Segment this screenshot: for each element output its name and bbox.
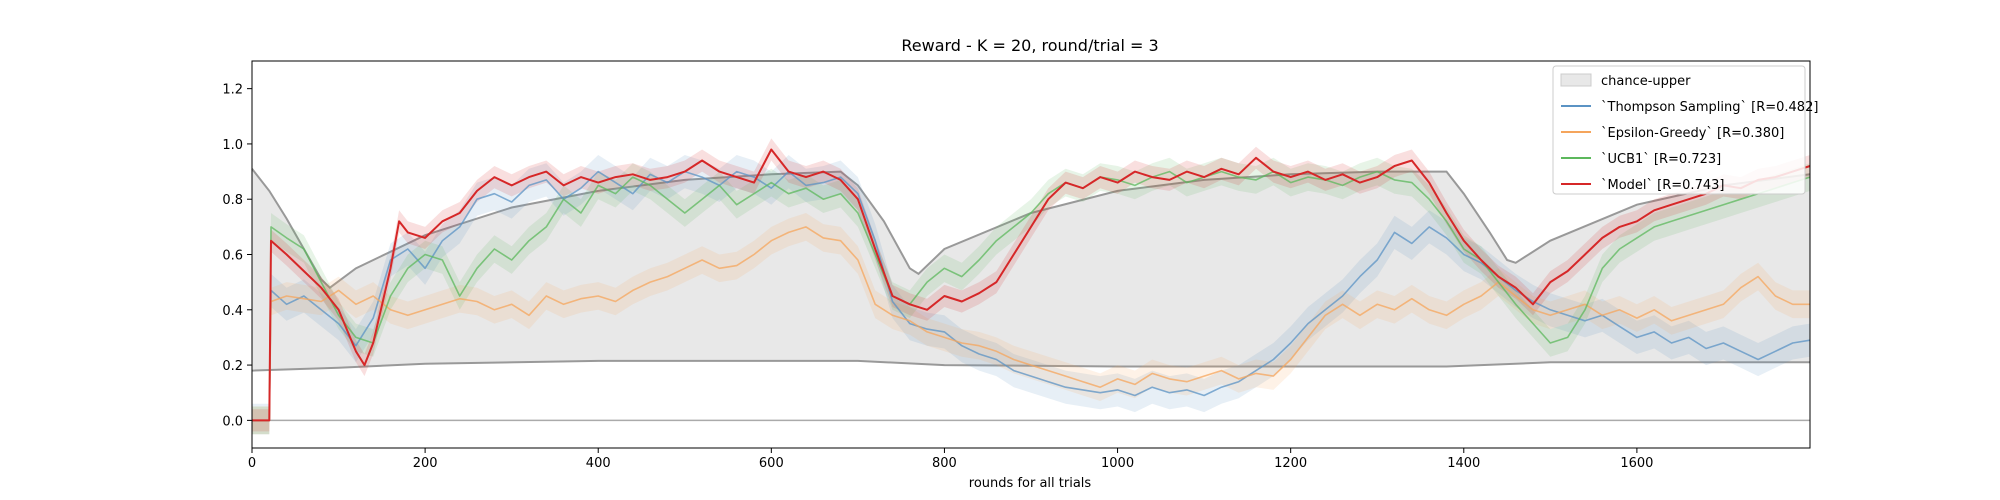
x-axis-label: rounds for all trials [969, 476, 1092, 491]
x-tick-label: 600 [759, 456, 784, 471]
series-band-3 [252, 138, 1810, 432]
y-tick-label: 0.8 [222, 193, 243, 208]
x-tick-label: 800 [932, 456, 957, 471]
legend-label-series-1: `Epsilon-Greedy` [R=0.380] [1601, 126, 1784, 141]
x-tick-label: 0 [248, 456, 256, 471]
axes: 0 200 400 600 800 1000 1200 1400 1600 0.0 0.2 0.4 0.… [222, 60, 1811, 471]
x-tick-label: 1000 [1101, 456, 1134, 471]
x-tick-label: 200 [413, 456, 438, 471]
legend-label-series-2: `UCB1` [R=0.723] [1601, 152, 1721, 167]
series-line-2 [252, 170, 1811, 422]
y-tick-label: 0.2 [222, 359, 243, 374]
x-tick-label: 400 [586, 456, 611, 471]
chance-upper-band [252, 168, 1810, 371]
x-tick-label: 1200 [1274, 456, 1307, 471]
plot-area [251, 138, 1811, 435]
legend-label-series-0: `Thompson Sampling` [R=0.482] [1601, 100, 1818, 115]
series-line-3 [252, 148, 1811, 422]
series-line-0 [252, 170, 1811, 422]
chart-title: Reward - K = 20, round/trial = 3 [901, 36, 1158, 55]
legend: chance-upper `Thompson Sampling` [R=0.482… [1552, 65, 1818, 195]
series-line-1 [252, 226, 1810, 422]
y-tick-label: 1.2 [222, 83, 243, 98]
y-tick-label: 1.0 [222, 138, 243, 153]
chance-lower-line [251, 359, 1810, 372]
series-line-layer [252, 148, 1811, 422]
chance-band-layer [251, 168, 1811, 372]
legend-label-chance: chance-upper [1601, 74, 1691, 89]
x-tick-label: 1400 [1447, 456, 1480, 471]
legend-label-series-3: `Model` [R=0.743] [1601, 178, 1724, 193]
y-tick-label: 0.4 [222, 304, 243, 319]
x-tick-label: 1600 [1620, 456, 1653, 471]
legend-box [1552, 65, 1806, 195]
legend-swatch-chance [1560, 73, 1592, 87]
chance-upper-line [251, 168, 1811, 290]
series-band-0 [252, 155, 1810, 435]
y-tick-label: 0.0 [222, 414, 243, 429]
y-tick-label: 0.6 [222, 249, 243, 264]
